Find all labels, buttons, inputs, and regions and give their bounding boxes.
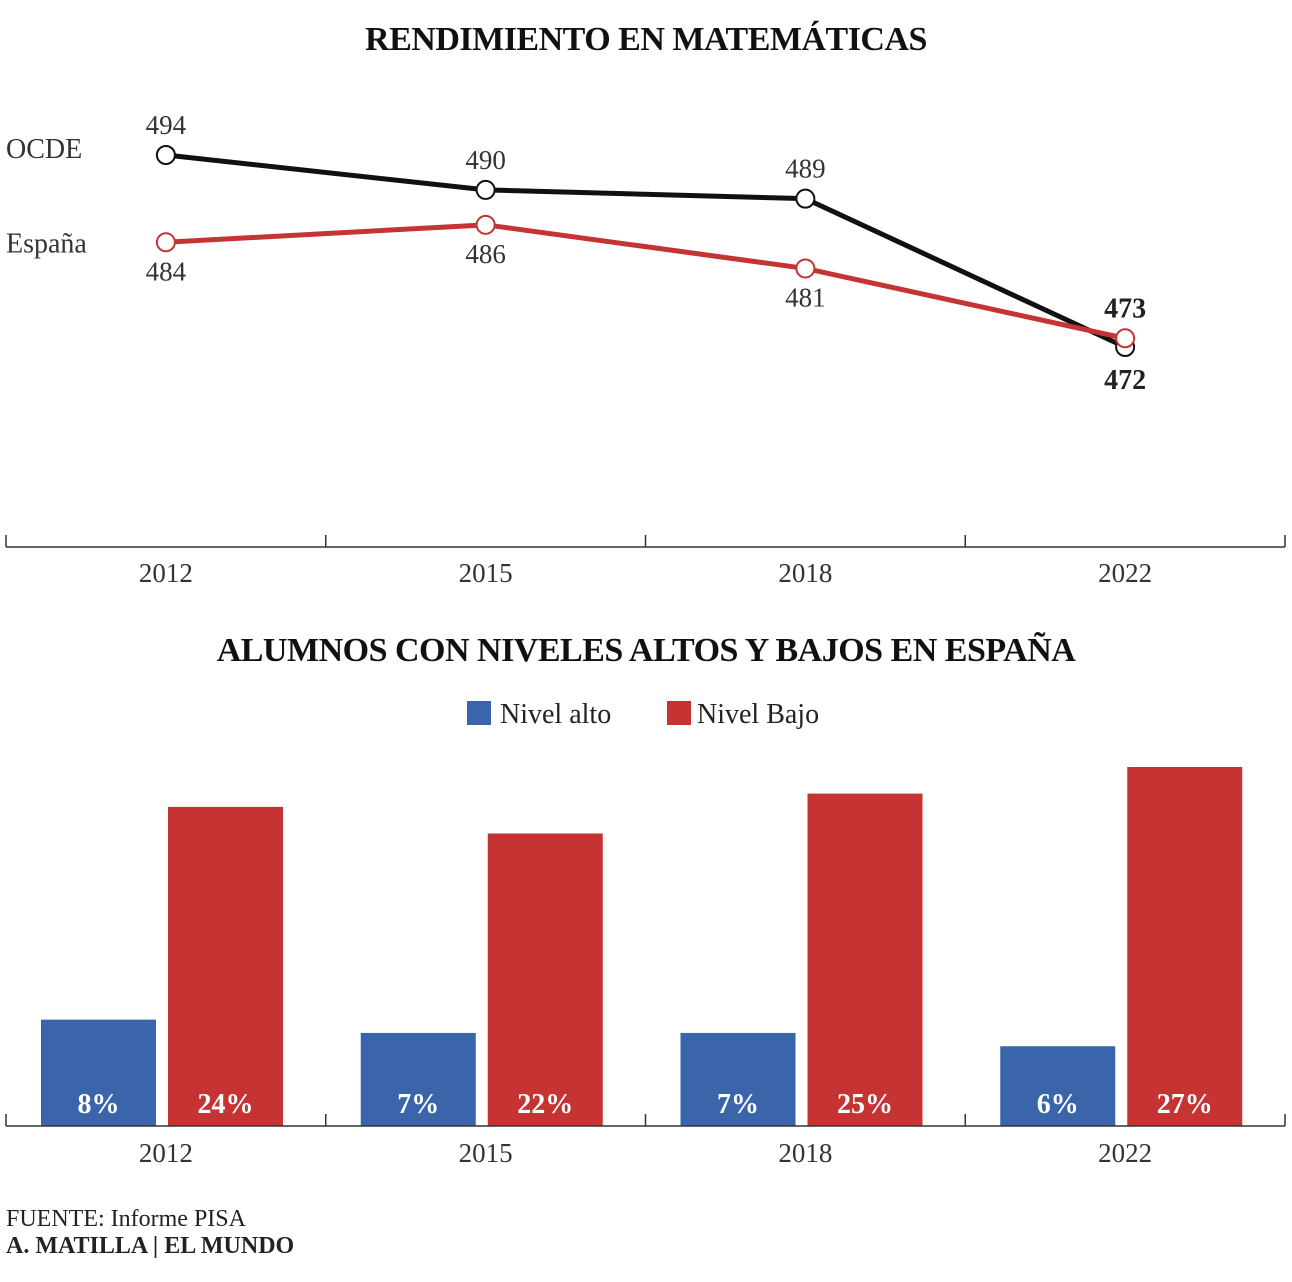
bar-nivel-alto-2018	[680, 1032, 796, 1126]
data-label-ocde-2012: 494	[146, 110, 187, 140]
bar-label-nivel-bajo-2022: 27%	[1157, 1089, 1213, 1120]
bar-nivel-bajo-2015	[487, 833, 603, 1126]
legend-swatch-nivel-bajo	[667, 701, 691, 725]
point-ocde-2018	[795, 188, 816, 209]
series-label-espana: España	[6, 228, 87, 259]
series-line-ocde	[165, 152, 1127, 350]
line-chart-title: RENDIMIENTO EN MATEMÁTICAS	[365, 21, 927, 58]
point-espana-2018	[795, 258, 816, 279]
bar-nivel-alto-2015	[360, 1032, 476, 1126]
bar-chart-title: ALUMNOS CON NIVELES ALTOS Y BAJOS EN ESP…	[217, 632, 1077, 669]
legend-label-nivel-bajo: Nivel Bajo	[697, 699, 819, 730]
bar-label-nivel-alto-2015: 7%	[397, 1089, 439, 1120]
credits: FUENTE: Informe PISA A. MATILLA | EL MUN…	[6, 1206, 294, 1260]
bar-label-nivel-alto-2018: 7%	[717, 1089, 759, 1120]
data-label-espana-2012: 484	[146, 256, 187, 286]
legend-swatch-nivel-alto	[467, 701, 491, 725]
point-espana-2015	[475, 214, 496, 235]
point-espana-2012	[155, 232, 176, 253]
source-credit: FUENTE: Informe PISA	[6, 1206, 246, 1232]
bar-chart: 8% 24% 7% 22% 7% 25% 6% 27% 2012 2015 2018 2022	[5, 767, 1286, 1168]
x-tick-label-2018: 2018	[778, 1138, 832, 1168]
bar-label-nivel-bajo-2012: 24%	[198, 1089, 254, 1120]
x-tick-label-2022: 2022	[1098, 1138, 1152, 1168]
bar-label-nivel-alto-2022: 6%	[1037, 1089, 1079, 1120]
point-espana-2022	[1115, 328, 1136, 349]
series-line-espana	[165, 222, 1126, 341]
legend-label-nivel-alto: Nivel alto	[500, 699, 611, 730]
data-label-ocde-2015: 490	[465, 145, 506, 175]
x-tick-label-2015: 2015	[459, 558, 513, 588]
series-label-ocde: OCDE	[6, 134, 82, 165]
bar-nivel-alto-2012	[41, 1019, 156, 1126]
x-tick-label-2012: 2012	[139, 1138, 193, 1168]
bar-nivel-alto-2022	[1000, 1046, 1116, 1126]
data-label-espana-2015: 486	[465, 239, 506, 269]
x-tick-label-2022: 2022	[1098, 558, 1152, 588]
point-ocde-2012	[155, 145, 176, 165]
bar-nivel-bajo-2018	[807, 793, 923, 1126]
bar-nivel-bajo-2022	[1127, 767, 1243, 1126]
data-label-ocde-2018: 489	[785, 154, 826, 184]
line-chart: 2012 2015 2018 2022 OCDE España 494 490 489 472 48…	[5, 110, 1286, 588]
bar-nivel-bajo-2012	[168, 806, 283, 1126]
x-tick-label-2018: 2018	[778, 558, 832, 588]
data-label-ocde-2022: 472	[1104, 365, 1146, 396]
bar-label-nivel-alto-2012: 8%	[78, 1089, 120, 1120]
bar-label-nivel-bajo-2015: 22%	[517, 1089, 573, 1120]
x-tick-label-2012: 2012	[139, 558, 193, 588]
data-label-espana-2022: 473	[1104, 293, 1146, 324]
x-tick-label-2015: 2015	[459, 1138, 513, 1168]
bar-label-nivel-bajo-2018: 25%	[837, 1089, 893, 1120]
author-credit: A. MATILLA | EL MUNDO	[6, 1233, 295, 1259]
data-label-espana-2018: 481	[785, 282, 826, 312]
bar-chart-legend: Nivel alto Nivel Bajo	[467, 699, 819, 730]
point-ocde-2015	[475, 179, 496, 200]
